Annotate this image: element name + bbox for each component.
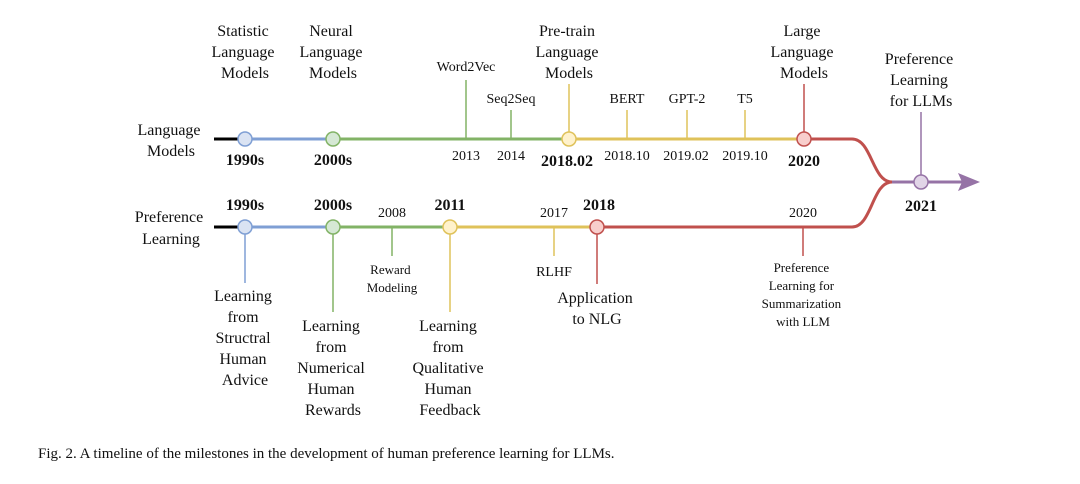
lm-era-1990s: 1990s <box>226 152 264 169</box>
pl-label-qualitative: Learning from Qualitative Human Feedback <box>412 318 487 419</box>
pl-era-1990s: 1990s <box>226 197 264 214</box>
figure-caption: Fig. 2. A timeline of the milestones in … <box>38 446 615 462</box>
pl-year-2017: 2017 <box>540 206 568 221</box>
arrow-head-icon <box>958 173 980 191</box>
lm-era-2020: 2020 <box>788 153 820 170</box>
merge-label: Preference Learning for LLMs <box>885 51 957 110</box>
pl-label-rlhf: RLHF <box>536 265 572 280</box>
lm-label-word2vec: Word2Vec <box>437 60 496 75</box>
pl-era-2000s: 2000s <box>314 197 352 214</box>
pl-label-nlg: Application to NLG <box>557 290 637 328</box>
lm-label-large: Large Language Models <box>770 23 837 82</box>
pl-node-2018 <box>589 219 605 235</box>
pl-label-structral: Learning from Structral Human Advice <box>214 288 276 389</box>
lm-year-201910: 2019.10 <box>722 149 768 164</box>
pl-label-reward-modeling: Reward Modeling <box>367 262 418 295</box>
pl-year-2020: 2020 <box>789 206 817 221</box>
lm-label-pretrain: Pre-train Language Models <box>535 23 602 82</box>
pl-node-1990s <box>237 219 253 235</box>
pl-merge-curve <box>597 180 893 229</box>
lm-year-2014: 2014 <box>497 149 525 164</box>
lm-label-neural: Neural Language Models <box>299 23 366 82</box>
lm-label-bert: BERT <box>610 92 645 107</box>
pl-label-numerical: Learning from Numerical Human Rewards <box>297 318 369 419</box>
pl-node-2011 <box>442 219 458 235</box>
lm-label-gpt2: GPT-2 <box>669 92 706 107</box>
pl-era-2018: 2018 <box>583 197 615 214</box>
pl-year-2008: 2008 <box>378 206 406 221</box>
lm-label-t5: T5 <box>737 92 753 107</box>
lm-node-2000s <box>325 131 341 147</box>
lm-node-1990s <box>237 131 253 147</box>
lm-merge-curve <box>804 137 893 184</box>
lm-era-2000s: 2000s <box>314 152 352 169</box>
lm-node-2020 <box>796 131 812 147</box>
lm-timeline: Language Models 1990s 2000s 2018.02 2020… <box>137 23 893 184</box>
lm-row-label: Language Models <box>137 122 204 160</box>
lm-era-201802: 2018.02 <box>541 153 593 170</box>
merge-year: 2021 <box>905 198 937 215</box>
pl-timeline: Preference Learning 1990s 2000s 2011 201… <box>135 180 893 419</box>
lm-label-statistic: Statistic Language Models <box>211 23 278 82</box>
lm-label-seq2seq: Seq2Seq <box>487 92 536 107</box>
lm-node-201802 <box>561 131 577 147</box>
lm-year-201902: 2019.02 <box>663 149 709 164</box>
pl-label-summarization: Preference Learning for Summarization wi… <box>762 260 845 329</box>
pl-row-label: Preference Learning <box>135 209 207 248</box>
merge: Preference Learning for LLMs 2021 <box>885 51 980 215</box>
merge-node-2021 <box>913 174 929 190</box>
lm-year-2013: 2013 <box>452 149 480 164</box>
pl-node-2000s <box>325 219 341 235</box>
pl-era-2011: 2011 <box>434 197 465 214</box>
lm-year-201810: 2018.10 <box>604 149 650 164</box>
